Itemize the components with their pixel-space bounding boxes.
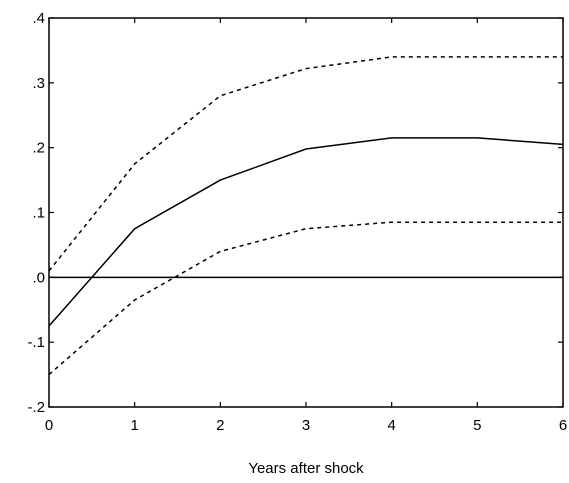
x-axis-title: Years after shock	[248, 460, 364, 477]
x-tick-label: 3	[302, 417, 310, 434]
y-tick-label: -.2	[27, 399, 45, 416]
series-layer	[48, 56, 564, 376]
y-axis: -.2 -.1 .0 .1 .2 .3 .4	[27, 10, 563, 416]
x-tick-label: 0	[45, 417, 53, 434]
response-line	[48, 137, 564, 327]
y-tick-label: .1	[32, 205, 45, 222]
confidence-band-line	[48, 56, 563, 272]
x-tick-label: 2	[216, 417, 224, 434]
plot-frame	[48, 17, 564, 408]
x-tick-label: 4	[387, 417, 395, 434]
x-tick-label: 1	[130, 417, 138, 434]
y-tick-label: -.1	[27, 334, 45, 351]
y-tick-label: .0	[32, 269, 45, 286]
y-tick-label: .4	[32, 10, 45, 27]
y-tick-label: .3	[32, 75, 45, 92]
confidence-band-line	[48, 221, 563, 376]
x-tick-label: 5	[473, 417, 481, 434]
x-tick-label: 6	[559, 417, 567, 434]
x-axis: 0 1 2 3 4 5 6	[45, 18, 567, 434]
y-tick-label: .2	[32, 140, 45, 157]
